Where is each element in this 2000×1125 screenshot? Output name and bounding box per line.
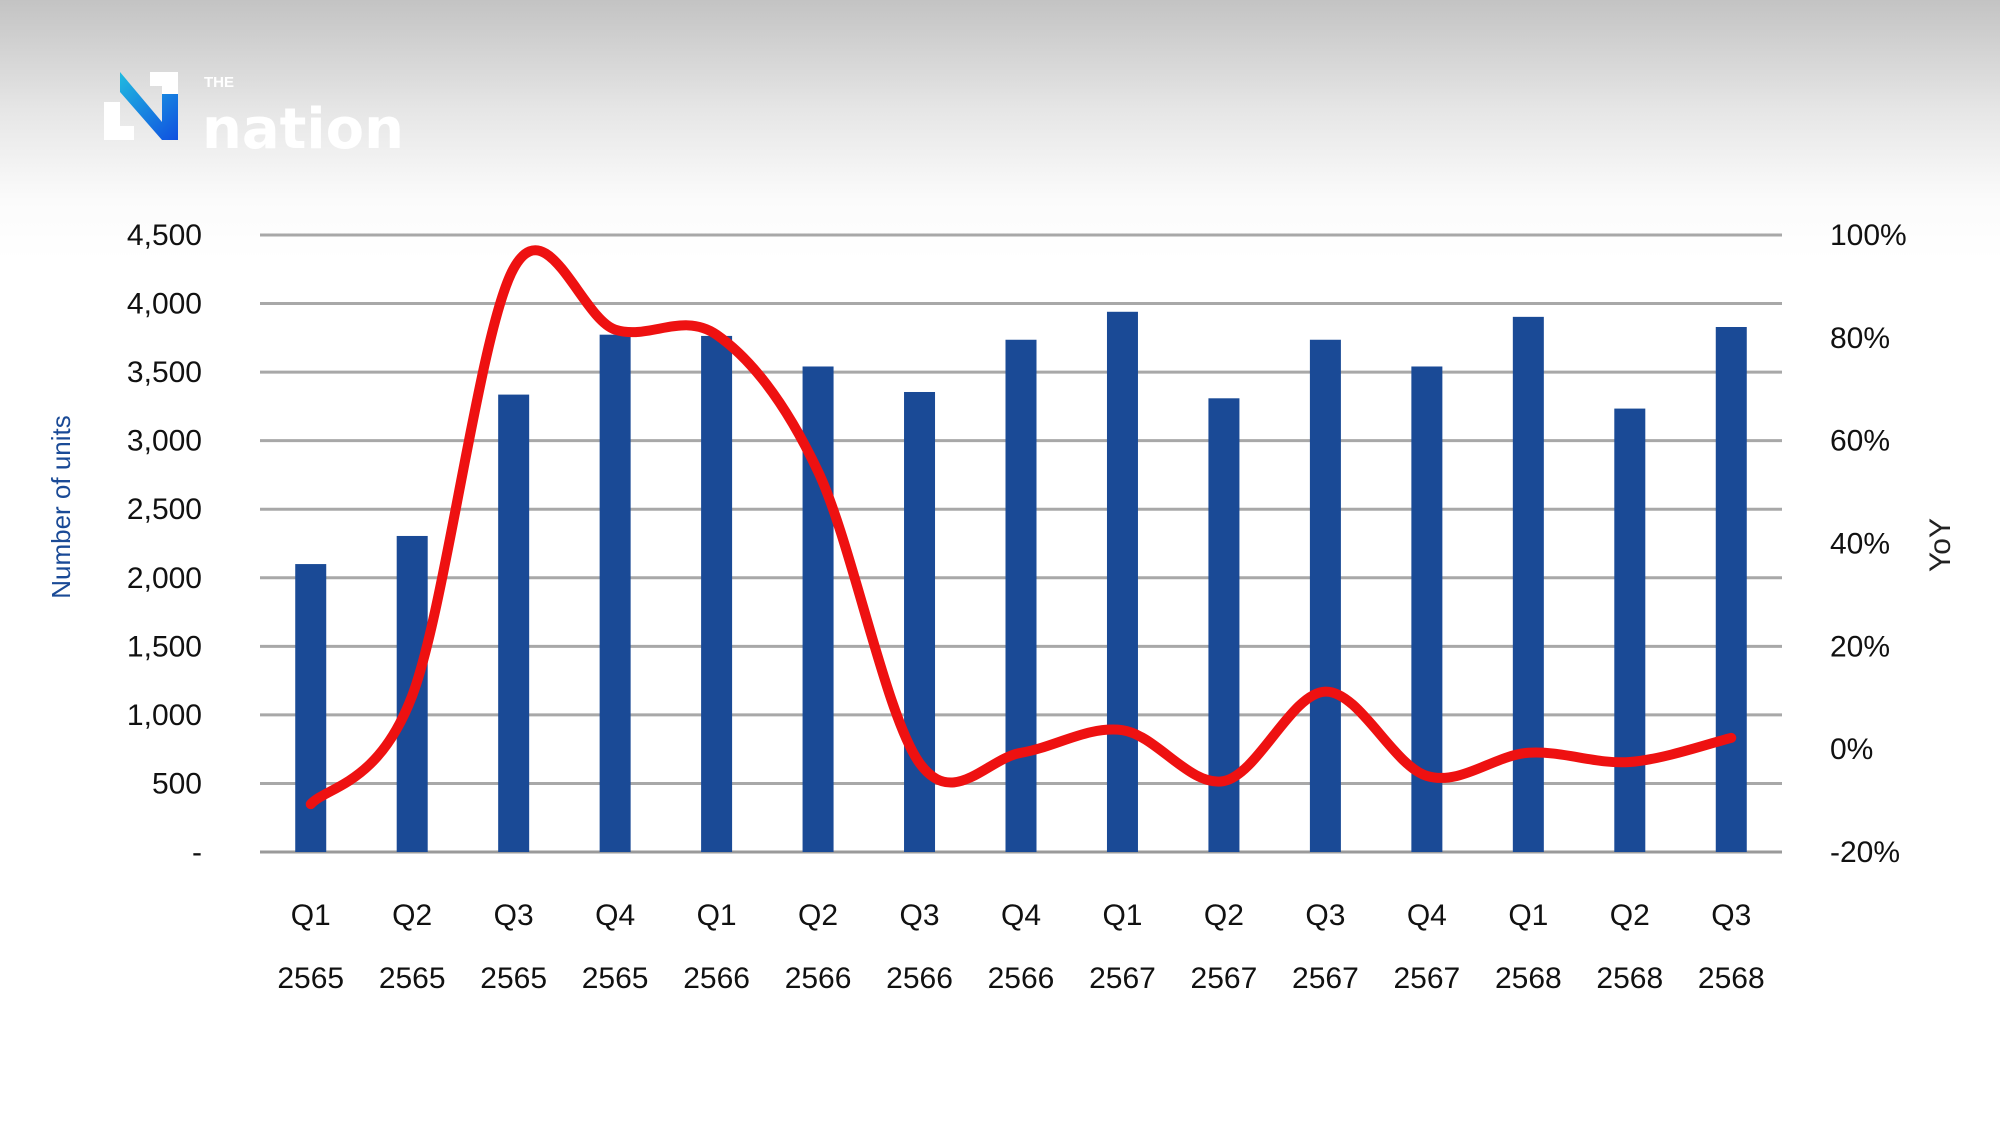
x-tick-quarter: Q3 — [900, 899, 940, 932]
x-tick-year: 2568 — [1698, 962, 1765, 995]
left-axis-label: Number of units — [46, 415, 76, 599]
x-tick-quarter: Q3 — [494, 899, 534, 932]
right-tick-label: -20% — [1830, 836, 1900, 869]
x-tick-year: 2565 — [379, 962, 446, 995]
left-tick-label: 500 — [152, 767, 202, 800]
bar — [904, 391, 936, 852]
x-tick-quarter: Q2 — [798, 899, 838, 932]
bar — [1106, 311, 1138, 852]
x-tick-quarter: Q2 — [392, 899, 432, 932]
x-tick-year: 2567 — [1089, 962, 1156, 995]
x-tick-quarter: Q4 — [1001, 899, 1041, 932]
x-tick-year: 2567 — [1292, 962, 1359, 995]
bar — [599, 334, 631, 852]
x-tick-quarter: Q1 — [697, 899, 737, 932]
left-tick-label: - — [192, 836, 202, 869]
right-tick-label: 20% — [1830, 630, 1890, 663]
x-tick-year: 2567 — [1393, 962, 1460, 995]
x-tick-quarter: Q4 — [1407, 899, 1447, 932]
bar — [1715, 327, 1747, 852]
x-tick-quarter: Q2 — [1610, 899, 1650, 932]
bar — [1309, 339, 1341, 852]
left-tick-label: 2,500 — [127, 493, 202, 526]
x-tick-year: 2566 — [785, 962, 852, 995]
x-tick-year: 2568 — [1495, 962, 1562, 995]
x-tick-year: 2565 — [277, 962, 344, 995]
x-tick-quarter: Q1 — [1102, 899, 1142, 932]
left-tick-label: 4,000 — [127, 288, 202, 321]
x-tick-quarter: Q1 — [1508, 899, 1548, 932]
left-tick-label: 1,500 — [127, 630, 202, 663]
right-tick-label: 60% — [1830, 425, 1890, 458]
x-tick-year: 2566 — [988, 962, 1055, 995]
left-tick-label: 3,000 — [127, 425, 202, 458]
x-tick-quarter: Q1 — [291, 899, 331, 932]
left-tick-label: 2,000 — [127, 562, 202, 595]
bar — [498, 394, 530, 852]
right-tick-label: 0% — [1830, 733, 1873, 766]
right-tick-label: 100% — [1830, 219, 1907, 252]
bar — [1512, 316, 1544, 852]
right-axis-label: YoY — [1924, 518, 1957, 572]
x-tick-quarter: Q2 — [1204, 899, 1244, 932]
left-tick-label: 1,000 — [127, 699, 202, 732]
left-tick-label: 4,500 — [127, 219, 202, 252]
right-tick-label: 80% — [1830, 322, 1890, 355]
x-tick-year: 2565 — [480, 962, 547, 995]
yoy-line — [305, 245, 1737, 810]
x-tick-year: 2566 — [683, 962, 750, 995]
bar — [701, 335, 733, 852]
left-tick-label: 3,500 — [127, 356, 202, 389]
bar — [1005, 339, 1037, 852]
x-tick-year: 2565 — [582, 962, 649, 995]
x-tick-quarter: Q3 — [1305, 899, 1345, 932]
x-tick-year: 2567 — [1191, 962, 1258, 995]
right-tick-label: 40% — [1830, 528, 1890, 561]
x-tick-quarter: Q3 — [1711, 899, 1751, 932]
bar — [1614, 408, 1646, 852]
x-tick-quarter: Q4 — [595, 899, 635, 932]
x-tick-year: 2568 — [1596, 962, 1663, 995]
x-tick-year: 2566 — [886, 962, 953, 995]
logo-small-text: THE — [204, 74, 234, 91]
the-nation-logo: THE nation — [104, 72, 404, 152]
logo-main-text: nation — [202, 97, 404, 152]
